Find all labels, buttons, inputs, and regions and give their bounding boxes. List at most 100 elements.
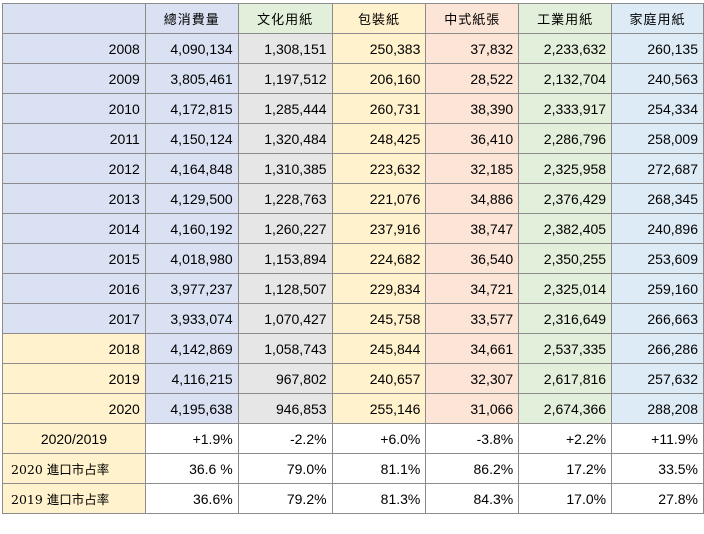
table-cell: 2,325,014 bbox=[518, 273, 613, 304]
row-label: 2009 bbox=[2, 63, 146, 94]
header-row: 總消費量 文化用紙 包裝紙 中式紙張 工業用紙 家庭用紙 bbox=[2, 3, 704, 34]
table-cell: 254,334 bbox=[611, 93, 704, 124]
row-label: 2012 bbox=[2, 153, 146, 184]
table-cell: 272,687 bbox=[611, 153, 704, 184]
table-cell: 224,682 bbox=[331, 243, 427, 274]
row-label: 2020 進口市占率 bbox=[2, 453, 146, 484]
table-row: 2015 4,018,980 1,153,894 224,682 36,540 2,350… bbox=[2, 243, 704, 274]
table-cell: 240,896 bbox=[611, 213, 704, 244]
table-cell: 253,609 bbox=[611, 243, 704, 274]
table-cell: 260,731 bbox=[331, 93, 427, 124]
table-row: 2016 3,977,237 1,128,507 229,834 34,721 2,325… bbox=[2, 273, 704, 304]
table-cell: 1,308,151 bbox=[237, 33, 333, 64]
table-cell: 1,320,484 bbox=[237, 123, 333, 154]
table-cell: +2.2% bbox=[518, 423, 613, 454]
row-label: 2018 bbox=[2, 333, 146, 364]
table-cell: -2.2% bbox=[237, 423, 333, 454]
table-cell: 229,834 bbox=[331, 273, 427, 304]
table-cell: 36,540 bbox=[425, 243, 520, 274]
table-cell: -3.8% bbox=[425, 423, 520, 454]
table-cell: 259,160 bbox=[611, 273, 704, 304]
table-cell: 4,195,638 bbox=[144, 393, 239, 424]
table-cell: 255,146 bbox=[331, 393, 427, 424]
table-cell: 86.2% bbox=[425, 453, 520, 484]
table-cell: 34,886 bbox=[425, 183, 520, 214]
table-cell: 34,661 bbox=[425, 333, 520, 364]
table-cell: 2,286,796 bbox=[518, 123, 613, 154]
table-cell: 2,350,255 bbox=[518, 243, 613, 274]
table-cell: 81.1% bbox=[331, 453, 427, 484]
table-row: 2020/2019 +1.9% -2.2% +6.0% -3.8% +2.2% +11.9% bbox=[2, 423, 704, 454]
table-cell: 33,577 bbox=[425, 303, 520, 334]
header-industrial-paper: 工業用紙 bbox=[518, 3, 613, 34]
table-cell: 17.2% bbox=[518, 453, 613, 484]
table-cell: 245,844 bbox=[331, 333, 427, 364]
table-cell: 2,376,429 bbox=[518, 183, 613, 214]
table-cell: 84.3% bbox=[425, 483, 520, 514]
table-cell: 4,160,192 bbox=[144, 213, 239, 244]
table-cell: 2,382,405 bbox=[518, 213, 613, 244]
table-cell: 266,663 bbox=[611, 303, 704, 334]
row-label: 2010 bbox=[2, 93, 146, 124]
table-row: 2020 4,195,638 946,853 255,146 31,066 2,674,3… bbox=[2, 393, 704, 424]
table-cell: 257,632 bbox=[611, 363, 704, 394]
table-cell: 266,286 bbox=[611, 333, 704, 364]
table-cell: 2,325,958 bbox=[518, 153, 613, 184]
table-cell: 17.0% bbox=[518, 483, 613, 514]
table-cell: 258,009 bbox=[611, 123, 704, 154]
table-cell: 1,128,507 bbox=[237, 273, 333, 304]
table-cell: 4,150,124 bbox=[144, 123, 239, 154]
table-cell: 1,153,894 bbox=[237, 243, 333, 274]
table-cell: 221,076 bbox=[331, 183, 427, 214]
table-row: 2010 4,172,815 1,285,444 260,731 38,390 2,333… bbox=[2, 93, 704, 124]
header-culture-paper: 文化用紙 bbox=[237, 3, 333, 34]
table-cell: 1,228,763 bbox=[237, 183, 333, 214]
table-cell: 1,260,227 bbox=[237, 213, 333, 244]
row-label: 2020/2019 bbox=[2, 423, 146, 454]
table-cell: 4,129,500 bbox=[144, 183, 239, 214]
row-label: 2019 進口市占率 bbox=[2, 483, 146, 514]
table-cell: 4,164,848 bbox=[144, 153, 239, 184]
row-label: 2011 bbox=[2, 123, 146, 154]
table-row: 2008 4,090,134 1,308,151 250,383 37,832 2,233… bbox=[2, 33, 704, 64]
table-cell: 1,285,444 bbox=[237, 93, 333, 124]
row-label: 2020 bbox=[2, 393, 146, 424]
row-label: 2019 bbox=[2, 363, 146, 394]
table-cell: 2,617,816 bbox=[518, 363, 613, 394]
table-row: 2013 4,129,500 1,228,763 221,076 34,886 2,376… bbox=[2, 183, 704, 214]
table-cell: 250,383 bbox=[331, 33, 427, 64]
header-chinese-paper: 中式紙張 bbox=[425, 3, 520, 34]
table-cell: 4,090,134 bbox=[144, 33, 239, 64]
table-cell: +11.9% bbox=[611, 423, 704, 454]
table-cell: 3,977,237 bbox=[144, 273, 239, 304]
table-row: 2012 4,164,848 1,310,385 223,632 32,185 2,325… bbox=[2, 153, 704, 184]
table-cell: 36,410 bbox=[425, 123, 520, 154]
row-label: 2014 bbox=[2, 213, 146, 244]
table-cell: 3,805,461 bbox=[144, 63, 239, 94]
table-cell: 38,747 bbox=[425, 213, 520, 244]
table-cell: 36.6 % bbox=[144, 453, 239, 484]
row-label: 2017 bbox=[2, 303, 146, 334]
table-cell: 32,307 bbox=[425, 363, 520, 394]
table-cell: 34,721 bbox=[425, 273, 520, 304]
table-row: 2019 進口市占率 36.6% 79.2% 81.3% 84.3% 17.0% 27.8% bbox=[2, 483, 704, 514]
table-cell: 2,333,917 bbox=[518, 93, 613, 124]
table-cell: 946,853 bbox=[237, 393, 333, 424]
table-cell: 260,135 bbox=[611, 33, 704, 64]
table-cell: 28,522 bbox=[425, 63, 520, 94]
table-cell: 79.2% bbox=[237, 483, 333, 514]
table-cell: 1,058,743 bbox=[237, 333, 333, 364]
table-cell: 240,657 bbox=[331, 363, 427, 394]
table-row: 2017 3,933,074 1,070,427 245,758 33,577 2,316… bbox=[2, 303, 704, 334]
table-cell: 268,345 bbox=[611, 183, 704, 214]
table-row: 2009 3,805,461 1,197,512 206,160 28,522 2,132… bbox=[2, 63, 704, 94]
header-household-paper: 家庭用紙 bbox=[611, 3, 704, 34]
table-cell: 240,563 bbox=[611, 63, 704, 94]
table-row: 2018 4,142,869 1,058,743 245,844 34,661 2,537… bbox=[2, 333, 704, 364]
table-cell: 237,916 bbox=[331, 213, 427, 244]
table-row: 2011 4,150,124 1,320,484 248,425 36,410 2,286… bbox=[2, 123, 704, 154]
table-cell: 32,185 bbox=[425, 153, 520, 184]
table-cell: 288,208 bbox=[611, 393, 704, 424]
table-cell: 2,233,632 bbox=[518, 33, 613, 64]
table-cell: 967,802 bbox=[237, 363, 333, 394]
